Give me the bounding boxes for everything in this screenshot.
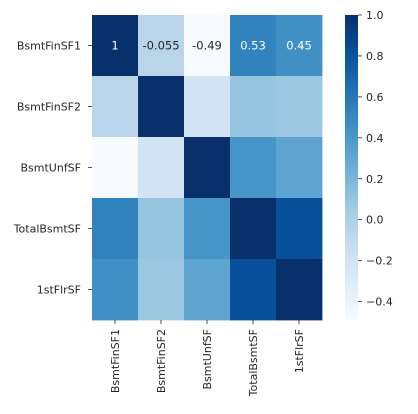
x-tick-label: BsmtFinSF1 — [109, 329, 122, 393]
heatmap-cell — [276, 137, 323, 199]
cell-annotation: -0.055 — [142, 39, 179, 53]
heatmap-cell — [230, 137, 277, 199]
cell-annotation: 1 — [111, 39, 118, 53]
cell-annotation: -0.49 — [192, 39, 222, 53]
heatmap-cell — [138, 259, 185, 321]
heatmap-cell — [276, 198, 323, 260]
x-tick-label: TotalBsmtSF — [247, 329, 260, 397]
heatmap-cell — [184, 259, 231, 321]
colorbar-tick-label: −0.4 — [366, 296, 393, 309]
y-tick-label: BsmtFinSF2 — [17, 101, 81, 114]
heatmap-cell — [138, 137, 185, 199]
heatmap-cell — [184, 15, 231, 77]
y-tick-label: TotalBsmtSF — [13, 223, 81, 236]
colorbar-tick-label: 1.0 — [366, 9, 384, 22]
heatmap-cell — [138, 76, 185, 138]
cell-annotation: 0.45 — [286, 39, 312, 53]
y-axis: BsmtFinSF1 BsmtFinSF2 BsmtUnfSF TotalBsmtSF… — [13, 40, 92, 297]
y-tick-label: BsmtUnfSF — [20, 162, 81, 175]
cell-annotation: 0.53 — [240, 39, 266, 53]
colorbar-tick-label: 0.2 — [366, 173, 384, 186]
x-tick-label: BsmtUnfSF — [201, 329, 214, 390]
heatmap-cell — [138, 15, 185, 77]
x-tick-label: BsmtFinSF2 — [155, 329, 168, 393]
colorbar-tick-label: 0.4 — [366, 132, 384, 145]
heatmap-annotations: 1 -0.055 -0.49 0.53 0.45 — [111, 39, 311, 53]
heatmap-cell — [276, 76, 323, 138]
heatmap-cell — [276, 15, 323, 77]
heatmap-cell — [276, 259, 323, 321]
colorbar-tick-label: 0.8 — [366, 50, 384, 63]
colorbar-tick-label: 0.0 — [366, 214, 384, 227]
heatmap-cell — [92, 259, 139, 321]
y-tick-label: BsmtFinSF1 — [17, 40, 81, 53]
colorbar-tick-label: −0.2 — [366, 255, 393, 268]
heatmap-cell — [92, 15, 139, 77]
heatmap-cell — [230, 76, 277, 138]
heatmap-cell — [230, 259, 277, 321]
heatmap-cell — [230, 198, 277, 260]
heatmap-cell — [92, 76, 139, 138]
heatmap-cell — [230, 15, 277, 77]
colorbar-tick-label: 0.6 — [366, 91, 384, 104]
heatmap-cell — [184, 137, 231, 199]
heatmap-cell — [92, 198, 139, 260]
x-tick-label: 1stFlrSF — [293, 329, 306, 373]
heatmap-cell — [184, 76, 231, 138]
heatmap-cell — [184, 198, 231, 260]
colorbar-gradient — [345, 15, 358, 320]
y-tick-label: 1stFlrSF — [37, 284, 81, 297]
heatmap-cells — [92, 15, 323, 321]
colorbar: 1.0 0.8 0.6 0.4 0.2 0.0 −0.2 −0.4 — [345, 9, 393, 320]
x-axis: BsmtFinSF1 BsmtFinSF2 BsmtUnfSF TotalBsmtSF… — [109, 320, 306, 397]
heatmap-cell — [138, 198, 185, 260]
heatmap-cell — [92, 137, 139, 199]
